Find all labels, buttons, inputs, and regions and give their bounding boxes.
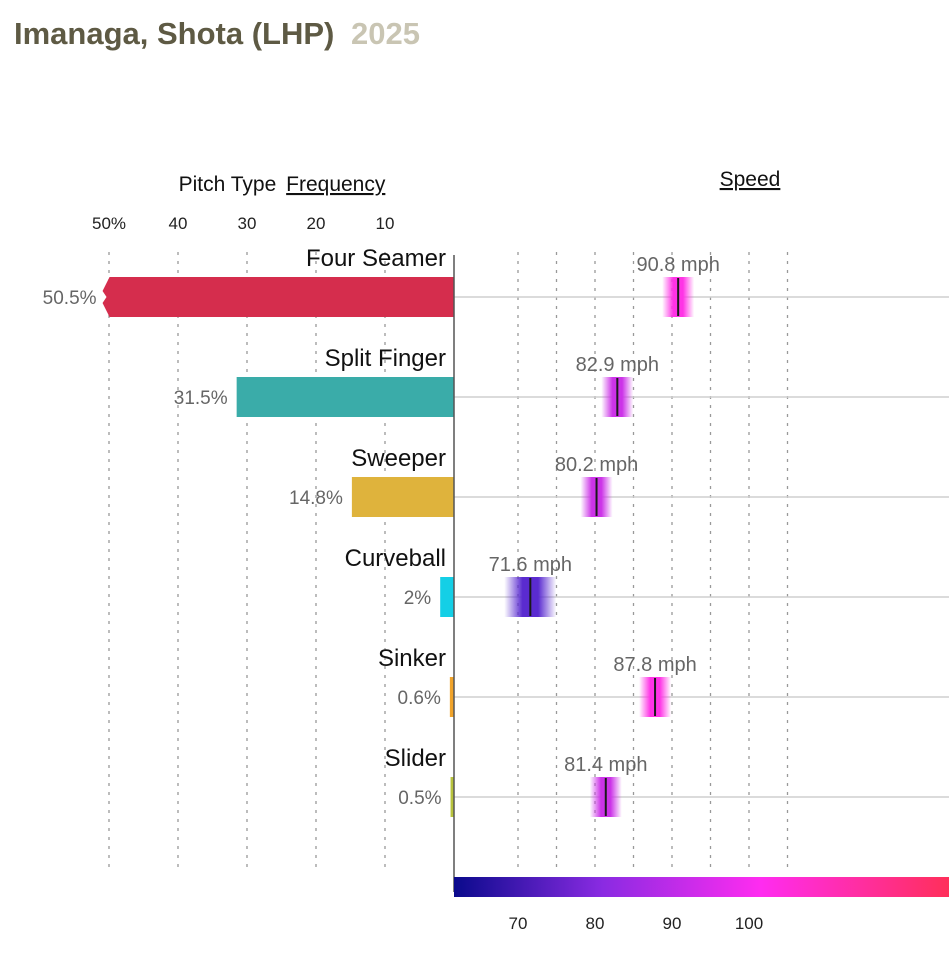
speed-value-label: 90.8 mph bbox=[636, 254, 719, 276]
pitch-type-label: Four Seamer bbox=[306, 245, 446, 272]
chart-title: Imanaga, Shota (LHP) 2025 bbox=[14, 16, 420, 51]
speed-value-label: 81.4 mph bbox=[564, 754, 647, 776]
speed-value-label: 71.6 mph bbox=[489, 554, 572, 576]
speed-value-label: 82.9 mph bbox=[576, 354, 659, 376]
player-name: Imanaga, Shota (LHP) bbox=[14, 16, 334, 51]
speed-tick-label: 80 bbox=[586, 914, 605, 933]
frequency-tick-label: 40 bbox=[169, 214, 188, 233]
frequency-tick-label: 20 bbox=[307, 214, 326, 233]
pitch-type-label: Curveball bbox=[345, 545, 446, 572]
frequency-tick-label: 10 bbox=[376, 214, 395, 233]
frequency-bar bbox=[236, 377, 454, 417]
speed-tick-label: 70 bbox=[509, 914, 528, 933]
frequency-bar bbox=[450, 777, 454, 817]
season-year: 2025 bbox=[351, 16, 420, 51]
pitch-type-label: Sinker bbox=[378, 645, 446, 672]
frequency-value-label: 0.5% bbox=[398, 788, 441, 809]
pitch-type-label: Split Finger bbox=[325, 345, 446, 372]
frequency-tick-label: 30 bbox=[238, 214, 257, 233]
frequency-value-label: 0.6% bbox=[398, 688, 441, 709]
pitch-type-label: Slider bbox=[385, 745, 446, 772]
speed-tick-label: 100 bbox=[735, 914, 763, 933]
frequency-value-label: 31.5% bbox=[174, 388, 228, 409]
pitch-type-label: Sweeper bbox=[351, 445, 446, 472]
frequency-bar bbox=[102, 277, 455, 317]
frequency-tick-label: 50% bbox=[92, 214, 126, 233]
frequency-bar bbox=[440, 577, 454, 617]
frequency-header-link[interactable]: Frequency bbox=[286, 173, 386, 196]
speed-value-label: 80.2 mph bbox=[555, 454, 638, 476]
speed-value-label: 87.8 mph bbox=[613, 654, 696, 676]
speed-color-scale bbox=[454, 877, 949, 897]
frequency-bar bbox=[351, 477, 454, 517]
frequency-value-label: 2% bbox=[404, 588, 432, 609]
frequency-header: Pitch Type Frequency bbox=[179, 173, 386, 196]
frequency-bar bbox=[449, 677, 454, 717]
frequency-header-prefix: Pitch Type bbox=[179, 173, 277, 196]
speed-header[interactable]: Speed bbox=[720, 168, 781, 191]
speed-tick-label: 90 bbox=[663, 914, 682, 933]
frequency-value-label: 50.5% bbox=[43, 288, 97, 309]
frequency-value-label: 14.8% bbox=[289, 488, 343, 509]
